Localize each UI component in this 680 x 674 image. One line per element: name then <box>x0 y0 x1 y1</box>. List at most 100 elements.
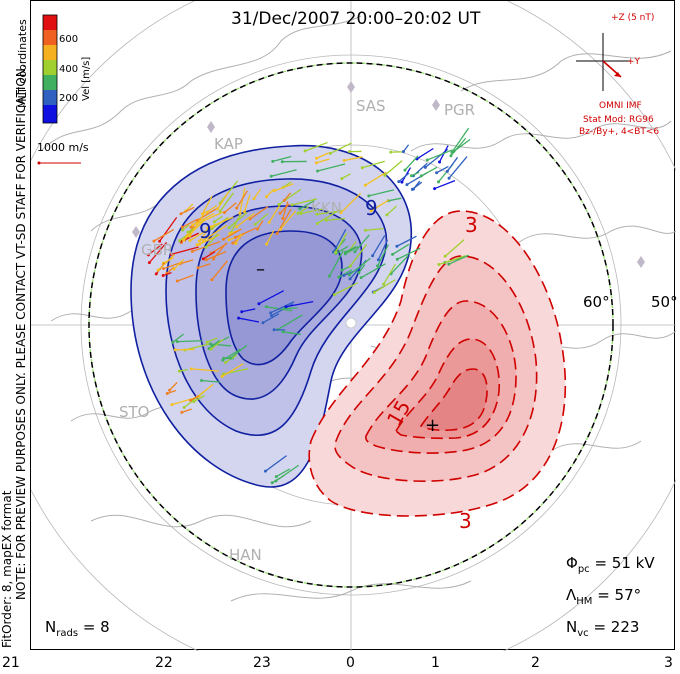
velocity-vector <box>370 199 390 212</box>
velocity-vector <box>304 141 328 152</box>
velocity-vector <box>376 244 390 267</box>
velocity-vector <box>279 210 297 231</box>
vector-count: Nvc = 223 <box>566 618 640 639</box>
velocity-vector-origin <box>237 316 241 320</box>
velocity-vector-origin <box>205 340 209 344</box>
velocity-vector <box>236 190 249 209</box>
hm-boundary <box>88 62 614 588</box>
velocity-vector-origin <box>369 209 373 213</box>
velocity-vector <box>148 242 168 264</box>
velocity-vector <box>171 246 199 256</box>
velocity-vector <box>217 191 230 210</box>
velocity-vector <box>341 173 351 180</box>
mlt-tick-1: 1 <box>431 655 440 671</box>
velocity-vector <box>434 180 456 190</box>
velocity-vector-origin <box>158 239 162 243</box>
colorbar <box>42 14 58 124</box>
mlt-tick-0: 0 <box>346 655 355 671</box>
contour-label-neg-b: 9 <box>365 196 378 220</box>
velocity-vector <box>238 317 260 323</box>
velocity-vector-origin <box>220 375 224 379</box>
velocity-vector <box>256 220 264 230</box>
velocity-vector-origin <box>270 481 274 485</box>
velocity-vector <box>222 348 241 361</box>
velocity-vector <box>291 198 318 206</box>
velocity-vector <box>185 203 194 212</box>
velocity-vector-origin <box>342 159 346 163</box>
velocity-vector-origin <box>169 252 173 256</box>
imf-dial <box>576 33 631 91</box>
velocity-vector-origin <box>189 225 193 229</box>
velocity-vector-origin <box>154 272 158 276</box>
velocity-vector-origin <box>447 262 451 266</box>
station-sas: SAS <box>356 97 386 115</box>
velocity-vector-origin <box>195 222 199 226</box>
velocity-vector <box>180 259 194 265</box>
velocity-vector-origin <box>298 207 302 211</box>
velocity-vector-origin <box>196 266 200 270</box>
velocity-vector-origin <box>180 225 184 229</box>
velocity-vector-origin <box>188 239 192 243</box>
velocity-vector-origin <box>342 274 346 278</box>
velocity-vector-origin <box>201 239 205 243</box>
velocity-vector <box>444 239 465 257</box>
velocity-vector <box>196 211 224 225</box>
velocity-vector-origin <box>282 198 286 202</box>
velocity-vector-origin <box>178 239 182 243</box>
velocity-vector-origin <box>340 177 344 181</box>
velocity-vector-origin <box>383 173 387 177</box>
colorbar-tick-400: 400 <box>59 64 79 75</box>
hm-latitude: ΛHM = 57° <box>566 586 642 607</box>
velocity-vector <box>272 155 292 163</box>
velocity-vector-origin <box>191 223 195 227</box>
velocity-vector <box>345 246 359 255</box>
velocity-vector <box>207 216 234 229</box>
velocity-vector-origin <box>405 183 409 187</box>
velocity-vector-origin <box>205 210 209 214</box>
imf-y-label: +Y <box>627 57 641 67</box>
velocity-vector <box>316 158 330 164</box>
velocity-vector <box>386 205 397 216</box>
velocity-vector-origin <box>357 271 361 275</box>
velocity-vector-origin <box>161 274 165 278</box>
velocity-vector <box>266 230 275 245</box>
velocity-vector <box>189 225 215 242</box>
velocity-vector-origin <box>438 160 442 164</box>
station-markers <box>132 81 645 268</box>
velocity-vector-origin <box>235 225 239 229</box>
velocity-vector-origin <box>315 212 319 216</box>
pole-marker <box>345 317 357 329</box>
velocity-vector-origin <box>447 176 451 180</box>
velocity-vector-origin <box>175 340 179 344</box>
velocity-vector-origin <box>278 211 282 215</box>
velocity-vector <box>285 300 314 308</box>
velocity-vector-origin <box>449 154 453 158</box>
velocity-vector-origin <box>269 311 273 315</box>
velocity-vector-origin <box>400 180 404 184</box>
velocity-vector <box>384 160 403 176</box>
station-kkn: KKN <box>311 199 342 217</box>
velocity-vector <box>221 363 244 378</box>
velocity-vector-origin <box>324 218 328 222</box>
velocity-vector <box>157 254 175 271</box>
velocity-vector <box>279 203 290 214</box>
velocity-vector-origin <box>165 392 169 396</box>
velocity-vector-origin <box>204 258 208 262</box>
velocity-vector <box>236 213 255 228</box>
velocity-vector-origin <box>272 328 276 332</box>
velocity-vector <box>388 197 402 202</box>
velocity-vector <box>148 243 163 256</box>
velocity-vector-origin <box>367 194 371 198</box>
velocity-vector <box>416 147 434 160</box>
velocity-vector-origin <box>296 211 300 215</box>
velocity-vector <box>193 395 205 403</box>
imf-z-label: +Z (5 nT) <box>611 13 655 23</box>
velocity-vector <box>299 200 315 210</box>
station-gbr: GBR <box>141 241 174 259</box>
velocity-vector <box>208 339 220 350</box>
velocity-vector <box>398 172 410 183</box>
velocity-vector <box>326 217 346 221</box>
velocity-vector <box>330 142 352 154</box>
velocity-vector <box>159 216 178 242</box>
velocity-vector-origin <box>179 212 183 216</box>
